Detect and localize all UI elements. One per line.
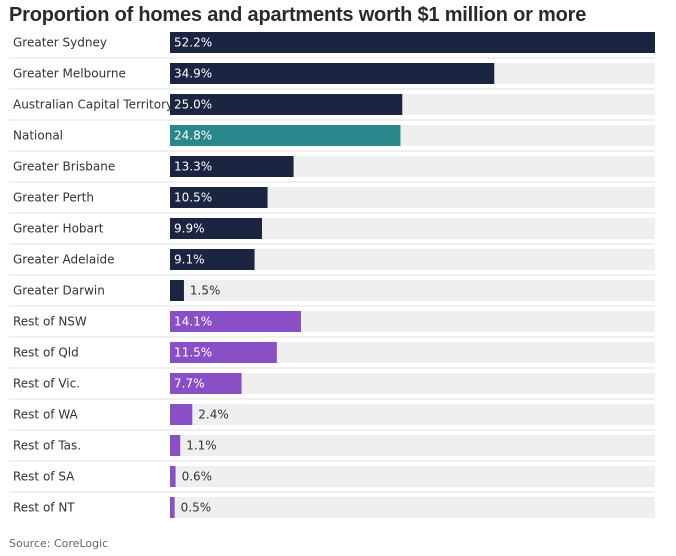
category-label: Rest of Vic. <box>13 377 80 391</box>
category-label: Greater Adelaide <box>13 253 115 267</box>
bar-row: Greater Brisbane 13.3% <box>9 150 655 177</box>
bar <box>170 466 176 487</box>
bar <box>170 435 181 456</box>
category-label: Greater Sydney <box>13 36 107 50</box>
bar <box>170 125 401 146</box>
category-label: Greater Darwin <box>13 284 105 298</box>
category-label: Rest of Qld <box>13 346 79 360</box>
value-label: 0.5% <box>181 501 212 515</box>
bar-track <box>170 249 655 270</box>
bar-track <box>170 373 655 394</box>
value-label: 9.9% <box>174 222 205 236</box>
bar-track <box>170 218 655 239</box>
value-label: 24.8% <box>174 129 212 143</box>
bar <box>170 311 302 332</box>
bar <box>170 249 255 270</box>
bar-row: Rest of Vic. 7.7% <box>9 367 655 394</box>
bar-track <box>170 497 655 518</box>
bar-row: Greater Sydney 52.2% <box>13 32 655 53</box>
value-label: 1.5% <box>190 284 221 298</box>
value-label: 11.5% <box>174 346 212 360</box>
value-label: 52.2% <box>174 36 212 50</box>
bar-row: Rest of SA 0.6% <box>9 460 655 487</box>
bar-row: Greater Darwin 1.5% <box>9 274 655 301</box>
bar-row: Greater Perth 10.5% <box>9 181 655 208</box>
category-label: Rest of SA <box>13 470 75 484</box>
bar <box>170 280 184 301</box>
bar-track <box>170 404 655 425</box>
category-label: National <box>13 129 63 143</box>
bar <box>170 342 277 363</box>
bar-row: Greater Melbourne 34.9% <box>9 57 655 84</box>
value-label: 25.0% <box>174 98 212 112</box>
bar-row: Rest of Qld 11.5% <box>9 336 655 363</box>
value-label: 0.6% <box>182 470 213 484</box>
bar-row: Australian Capital Territory 25.0% <box>9 88 655 115</box>
bar <box>170 63 495 84</box>
category-label: Australian Capital Territory <box>13 98 173 112</box>
value-label: 2.4% <box>198 408 229 422</box>
value-label: 9.1% <box>174 253 205 267</box>
bar <box>170 404 193 425</box>
bar-track <box>170 466 655 487</box>
value-label: 13.3% <box>174 160 212 174</box>
category-label: Greater Brisbane <box>13 160 115 174</box>
bar <box>170 218 262 239</box>
bar-row: Rest of Tas. 1.1% <box>9 429 655 456</box>
value-label: 34.9% <box>174 67 212 81</box>
value-label: 1.1% <box>186 439 217 453</box>
chart-source: Source: CoreLogic <box>9 537 109 550</box>
value-label: 7.7% <box>174 377 205 391</box>
bar-row: Rest of NSW 14.1% <box>9 305 655 332</box>
value-label: 14.1% <box>174 315 212 329</box>
bar-row: Greater Adelaide 9.1% <box>9 243 655 270</box>
bar-row: Rest of WA 2.4% <box>9 398 655 425</box>
bar <box>170 373 242 394</box>
category-label: Rest of NSW <box>13 315 87 329</box>
bar <box>170 497 175 518</box>
chart-title: Proportion of homes and apartments worth… <box>9 4 587 26</box>
category-label: Greater Melbourne <box>13 67 126 81</box>
value-label: 10.5% <box>174 191 212 205</box>
category-label: Rest of WA <box>13 408 79 422</box>
bar <box>170 32 655 53</box>
bar <box>170 94 403 115</box>
category-label: Greater Hobart <box>13 222 104 236</box>
bar-row: Rest of NT 0.5% <box>9 491 655 518</box>
category-label: Rest of NT <box>13 501 75 515</box>
bar-row: Greater Hobart 9.9% <box>9 212 655 239</box>
category-label: Rest of Tas. <box>13 439 81 453</box>
bar-row: National 24.8% <box>9 119 655 146</box>
bar-track <box>170 187 655 208</box>
bar-track <box>170 342 655 363</box>
bar <box>170 156 294 177</box>
category-label: Greater Perth <box>13 191 94 205</box>
bar <box>170 187 268 208</box>
bar-track <box>170 280 655 301</box>
bar-track <box>170 435 655 456</box>
